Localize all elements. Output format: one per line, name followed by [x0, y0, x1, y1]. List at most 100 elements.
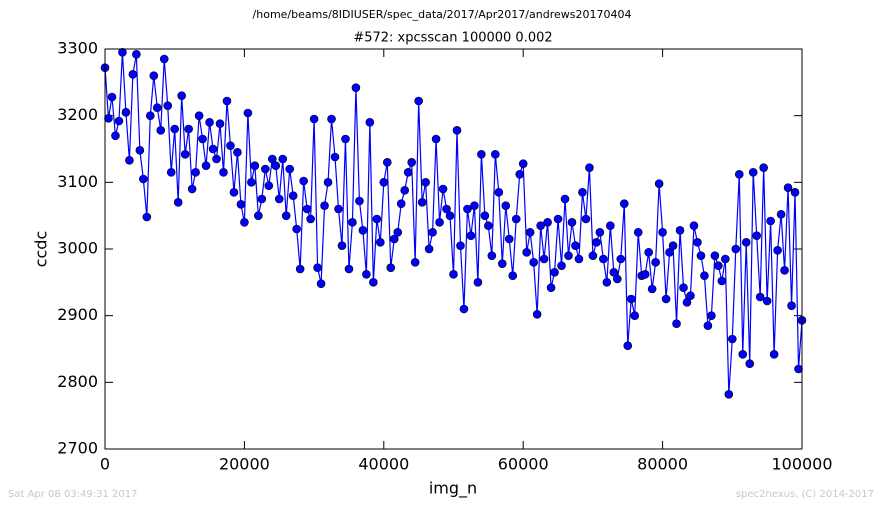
data-point — [243, 108, 253, 118]
data-point — [738, 350, 748, 359]
data-point — [219, 168, 228, 177]
data-point — [400, 186, 410, 195]
data-point — [274, 194, 284, 204]
data-point — [609, 268, 619, 277]
data-point — [146, 111, 155, 120]
data-point — [529, 258, 538, 267]
data-point — [581, 214, 591, 224]
plot-area — [105, 49, 802, 449]
data-point — [149, 71, 159, 80]
data-point — [773, 246, 782, 255]
data-point — [166, 168, 176, 177]
data-point — [208, 144, 218, 154]
data-point — [776, 210, 786, 219]
data-point — [494, 188, 504, 197]
data-point — [727, 334, 737, 344]
data-point — [379, 178, 389, 187]
data-point — [139, 174, 148, 184]
data-point — [278, 154, 288, 164]
data-point — [295, 264, 305, 274]
data-point — [780, 266, 789, 275]
data-point — [456, 241, 465, 250]
data-point — [689, 221, 699, 230]
data-point — [651, 258, 660, 267]
data-point — [410, 258, 420, 267]
data-point — [703, 321, 713, 330]
data-point — [376, 238, 385, 247]
x-tick-label: 60000 — [498, 455, 549, 474]
data-point — [428, 228, 437, 237]
data-point — [369, 278, 378, 287]
data-point — [358, 226, 368, 235]
data-point — [567, 218, 577, 227]
data-point — [403, 168, 413, 177]
data-point — [316, 279, 326, 288]
data-point — [152, 103, 162, 112]
data-point — [445, 211, 455, 220]
data-point — [794, 364, 803, 374]
data-point — [473, 278, 483, 287]
data-point — [302, 204, 312, 214]
data-point — [414, 96, 423, 106]
data-point — [229, 188, 239, 197]
data-point — [731, 244, 741, 254]
data-point — [679, 283, 688, 292]
data-point — [463, 204, 472, 214]
data-point — [351, 83, 361, 92]
x-tick-label: 40000 — [358, 455, 409, 474]
data-point — [159, 54, 169, 64]
data-point — [247, 178, 256, 187]
data-point — [487, 251, 497, 260]
data-point — [470, 201, 479, 210]
data-point — [585, 163, 594, 172]
data-point — [741, 238, 751, 247]
data-point — [365, 118, 375, 127]
footer-left: Sat Apr 08 03:49:31 2017 — [8, 489, 138, 500]
data-point — [180, 150, 190, 159]
data-point — [644, 248, 653, 257]
data-point — [745, 359, 755, 368]
data-point — [550, 268, 559, 277]
data-point — [396, 199, 406, 208]
x-tick-label: 80000 — [637, 455, 688, 474]
plot-frame — [104, 48, 803, 450]
data-point — [696, 251, 706, 260]
data-point — [710, 251, 720, 260]
data-point — [578, 188, 587, 197]
data-point — [170, 124, 179, 134]
data-point — [564, 251, 573, 260]
data-point — [355, 196, 364, 206]
footer-right: spec2nexus, (C) 2014-2017 — [736, 489, 874, 500]
data-point — [459, 304, 469, 314]
data-point — [330, 152, 340, 162]
data-point — [588, 251, 598, 260]
data-point — [393, 228, 403, 237]
data-point — [452, 126, 462, 135]
data-point — [431, 134, 441, 144]
data-point — [508, 271, 518, 280]
data-point — [205, 118, 214, 127]
data-point — [553, 214, 563, 224]
data-point — [386, 263, 396, 272]
data-point — [717, 276, 727, 286]
data-point — [668, 241, 678, 250]
data-point — [633, 228, 643, 237]
data-point — [599, 254, 608, 264]
data-point — [417, 198, 427, 207]
data-point — [187, 184, 197, 194]
data-point — [560, 194, 570, 204]
data-point — [714, 261, 723, 270]
data-point — [700, 271, 709, 280]
data-point — [348, 218, 357, 227]
data-point — [438, 184, 448, 194]
data-point — [191, 168, 200, 177]
data-point — [525, 228, 535, 237]
data-point — [323, 178, 333, 187]
data-point — [135, 146, 145, 155]
data-point — [240, 218, 249, 227]
x-tick-label: 100000 — [771, 455, 832, 474]
data-point — [341, 134, 350, 144]
data-point — [107, 92, 117, 102]
data-point — [288, 191, 298, 200]
